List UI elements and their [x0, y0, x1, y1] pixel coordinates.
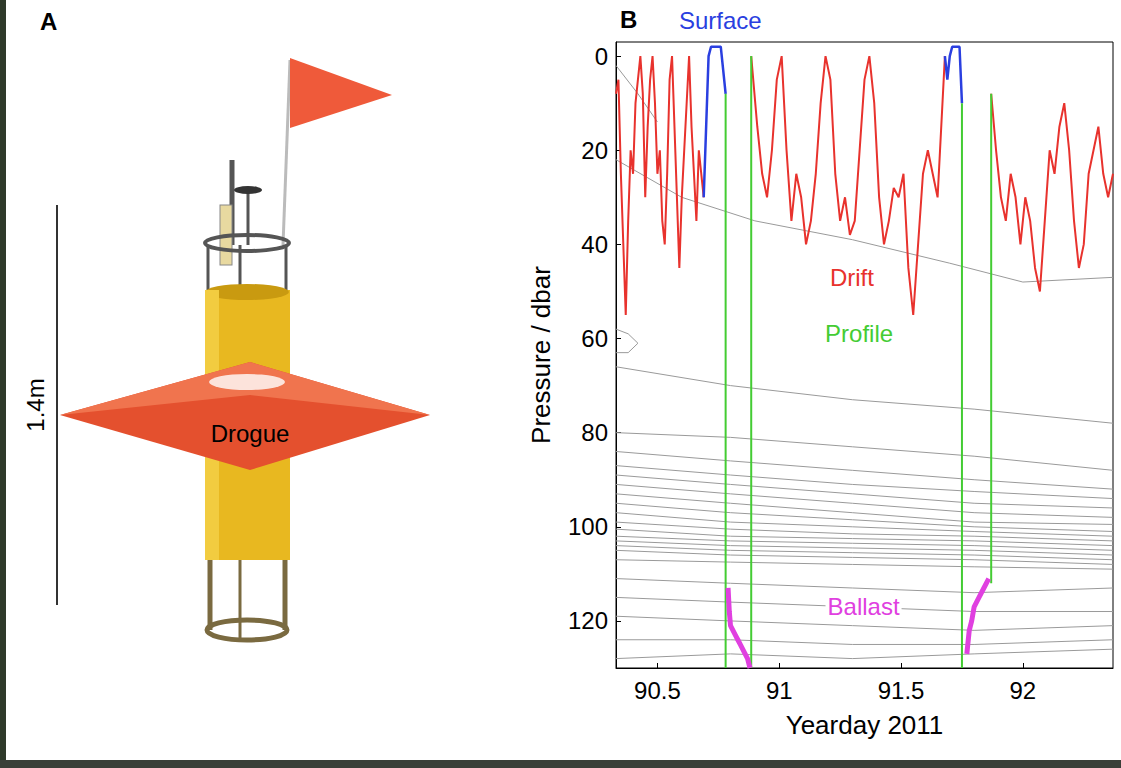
svg-text:80: 80: [581, 419, 608, 446]
svg-text:1.4m: 1.4m: [22, 378, 49, 431]
svg-text:Pressure / dbar: Pressure / dbar: [526, 266, 556, 444]
svg-text:B: B: [620, 6, 637, 33]
svg-text:91.5: 91.5: [878, 677, 925, 704]
svg-text:20: 20: [581, 137, 608, 164]
svg-text:90.5: 90.5: [634, 677, 681, 704]
svg-text:120: 120: [568, 607, 608, 634]
svg-text:Drogue: Drogue: [211, 420, 290, 447]
svg-text:Ballast: Ballast: [828, 593, 900, 620]
svg-text:91: 91: [766, 677, 793, 704]
svg-text:Profile: Profile: [825, 320, 893, 347]
svg-text:A: A: [40, 8, 57, 35]
svg-text:40: 40: [581, 231, 608, 258]
svg-text:60: 60: [581, 325, 608, 352]
svg-text:Yearday 2011: Yearday 2011: [786, 710, 944, 740]
svg-text:0: 0: [595, 43, 608, 70]
svg-text:Surface: Surface: [679, 7, 762, 34]
svg-text:100: 100: [568, 513, 608, 540]
svg-text:92: 92: [1010, 677, 1037, 704]
svg-text:Drift: Drift: [830, 264, 874, 291]
